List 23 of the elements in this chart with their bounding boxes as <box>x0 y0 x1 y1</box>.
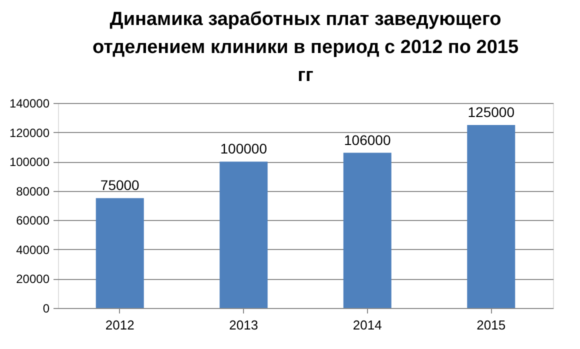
text: Динамика заработных плат заведующего <box>110 9 502 30</box>
x-tick-label: 2013 <box>229 318 258 332</box>
y-tick-label: 40000 <box>16 242 50 257</box>
data-label: 106000 <box>344 132 391 148</box>
y-tick-label: 20000 <box>16 272 50 286</box>
bar <box>343 152 392 308</box>
y-tick-label: 60000 <box>16 214 50 228</box>
data-label: 125000 <box>468 104 515 120</box>
x-tick-label: 2012 <box>105 318 134 332</box>
bar <box>467 124 516 308</box>
x-tick-label: 2014 <box>352 318 382 332</box>
bar <box>96 198 144 308</box>
y-tick-label: 120000 <box>9 126 50 140</box>
y-tick-label: 100000 <box>9 155 50 170</box>
bar <box>220 162 268 308</box>
text: отделением клиники в период с 2012 по 2015 <box>92 37 519 58</box>
text: гг <box>298 65 314 86</box>
data-label: 75000 <box>100 177 140 194</box>
x-tick-label: 2015 <box>476 318 506 332</box>
data-label: 100000 <box>220 140 268 157</box>
y-tick-label: 0 <box>42 302 50 316</box>
y-tick-label: 80000 <box>16 184 50 198</box>
y-tick-label: 140000 <box>9 96 50 110</box>
